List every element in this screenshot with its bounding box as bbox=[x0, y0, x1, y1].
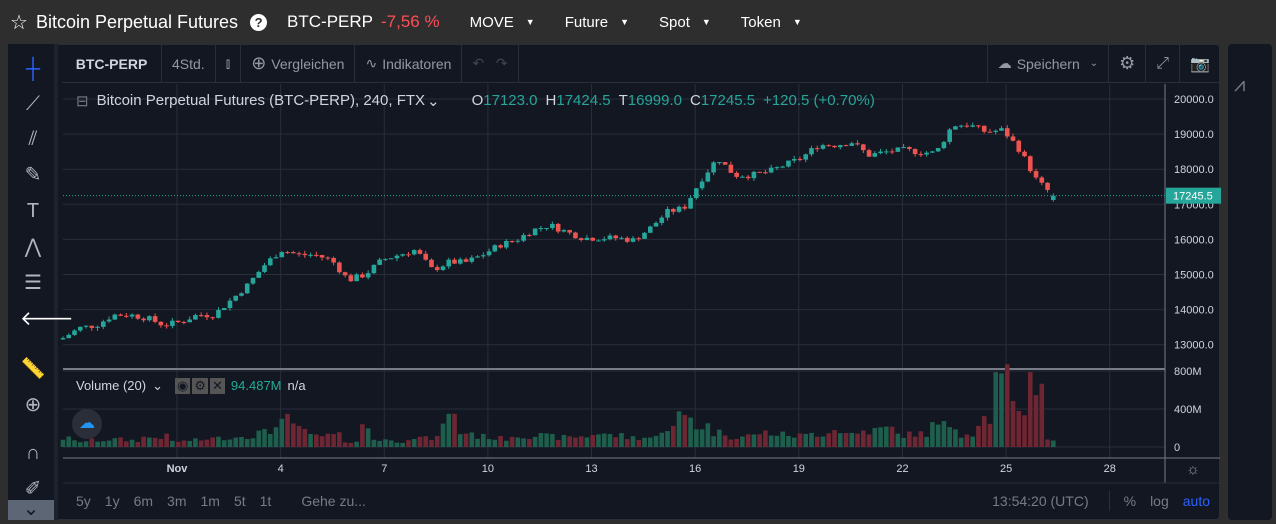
caret-down-icon: ▼ bbox=[701, 17, 711, 27]
menu-label: MOVE bbox=[469, 13, 514, 31]
cloud-icon: ☁ bbox=[997, 55, 1012, 71]
compare-button[interactable]: ⊕ Vergleichen bbox=[241, 44, 356, 83]
page-title: Bitcoin Perpetual Futures bbox=[35, 11, 239, 32]
header-bar: ☆ Bitcoin Perpetual Futures ? BTC-PERP -… bbox=[0, 0, 1276, 44]
bottom-bar: 5y 1y 6m 3m 1m 5t 1t Gehe zu... 13:54:20… bbox=[62, 484, 1220, 518]
brush-icon[interactable]: ✎ bbox=[24, 164, 42, 186]
volume-ma: n/a bbox=[287, 378, 306, 393]
volume-value: 94.487M bbox=[230, 378, 282, 393]
log-toggle[interactable]: log bbox=[1150, 493, 1169, 509]
ohlc-close: C17245.5 bbox=[690, 92, 756, 109]
ohlc-low: T16999.0 bbox=[618, 92, 682, 109]
lock-drawing-icon[interactable]: ✐ bbox=[24, 478, 42, 500]
prediction-icon[interactable]: ☰ bbox=[24, 272, 42, 294]
series-title[interactable]: Bitcoin Perpetual Futures (BTC-PERP), 24… bbox=[96, 92, 426, 109]
ohlc-open: O17123.0 bbox=[471, 92, 538, 109]
range-1m[interactable]: 1m bbox=[200, 493, 220, 509]
clock: 13:54:20 (UTC) bbox=[992, 493, 1089, 509]
ruler-icon[interactable]: 📏 bbox=[20, 358, 46, 380]
save-button[interactable]: ☁ Speichern ⌄ bbox=[986, 44, 1110, 83]
indicators-label: Indikatoren bbox=[382, 55, 452, 72]
chevron-down-icon[interactable]: ⌄ bbox=[427, 93, 440, 110]
caret-down-icon: ▼ bbox=[792, 17, 802, 27]
undo-redo: ↶ ↷ bbox=[462, 44, 519, 83]
collapse-chevron-icon[interactable]: ⌄ bbox=[8, 499, 54, 520]
logo-badge[interactable]: ☁ bbox=[72, 409, 102, 439]
symbol-button[interactable]: BTC-PERP bbox=[62, 44, 162, 83]
menu-label: Future bbox=[564, 13, 609, 31]
range-3m[interactable]: 3m bbox=[167, 493, 187, 509]
chevron-down-icon[interactable]: ⌄ bbox=[152, 378, 163, 393]
auto-toggle[interactable]: auto bbox=[1182, 493, 1210, 509]
menu-future[interactable]: Future ▼ bbox=[565, 14, 629, 31]
compare-label: Vergleichen bbox=[271, 55, 345, 72]
zoom-in-icon[interactable]: ⊕ bbox=[24, 394, 42, 416]
price-change: -7,56 % bbox=[381, 12, 440, 31]
indicators-icon: ∿ bbox=[365, 55, 378, 71]
legend-collapse-icon[interactable]: ⊟ bbox=[76, 93, 89, 110]
range-1y[interactable]: 1y bbox=[104, 493, 120, 509]
plus-circle-icon: ⊕ bbox=[251, 53, 267, 73]
ohlc-change: +120.5 (+0.70%) bbox=[763, 92, 875, 109]
favorite-star-icon[interactable]: ☆ bbox=[10, 11, 28, 34]
help-icon[interactable]: ? bbox=[250, 13, 268, 31]
percent-toggle[interactable]: % bbox=[1123, 493, 1137, 509]
redo-icon[interactable]: ↷ bbox=[495, 55, 508, 71]
ohlc-high: H17424.5 bbox=[545, 92, 611, 109]
indicators-button[interactable]: ∿ Indikatoren bbox=[355, 44, 463, 83]
menu-token[interactable]: Token ▼ bbox=[741, 14, 802, 31]
menu-move[interactable]: MOVE ▼ bbox=[470, 14, 535, 31]
menu-spot[interactable]: Spot ▼ bbox=[659, 14, 711, 31]
range-1t[interactable]: 1t bbox=[259, 493, 272, 509]
range-5t[interactable]: 5t bbox=[233, 493, 246, 509]
chevron-down-icon: ⌄ bbox=[1089, 58, 1099, 69]
candle-style-icon[interactable]: ⫾ bbox=[216, 44, 242, 83]
pattern-icon[interactable]: ⋀ bbox=[24, 236, 42, 258]
right-panel: ⩘ bbox=[1228, 44, 1272, 520]
close-icon[interactable]: ✕ bbox=[210, 378, 225, 394]
crosshair-icon[interactable]: ┼ bbox=[25, 58, 41, 80]
volume-legend: Volume (20) ⌄ ◉ ⚙ ✕ 94.487M n/a bbox=[76, 378, 306, 394]
interval-button[interactable]: 4Std. bbox=[162, 44, 216, 83]
drawing-toolbar: ┼ ⟋ ⫽ ✎ T ⋀ ☰ 🡐 📏 ⊕ ∩ ✐ ⌄ bbox=[8, 44, 74, 520]
menu-label: Token bbox=[740, 13, 781, 31]
text-tool-icon[interactable]: T bbox=[26, 200, 40, 222]
back-arrow-icon[interactable]: 🡐 bbox=[20, 308, 74, 330]
caret-down-icon: ▼ bbox=[525, 17, 535, 27]
settings-gear-icon[interactable]: ⚙ bbox=[1109, 44, 1147, 83]
eye-icon[interactable]: ◉ bbox=[175, 378, 191, 394]
caret-down-icon: ▼ bbox=[620, 17, 629, 27]
menu-label: Spot bbox=[659, 13, 690, 31]
chart-toolbar: BTC-PERP 4Std. ⫾ ⊕ Vergleichen ∿ Indikator… bbox=[62, 44, 1220, 83]
range-5y[interactable]: 5y bbox=[76, 493, 91, 509]
volume-title[interactable]: Volume (20) bbox=[76, 378, 147, 393]
fullscreen-icon[interactable]: ⤢ bbox=[1146, 44, 1181, 83]
settings-icon[interactable]: ⚙ bbox=[192, 378, 208, 394]
range-6m[interactable]: 6m bbox=[133, 493, 154, 509]
series-legend: ⊟ Bitcoin Perpetual Futures (BTC-PERP), … bbox=[76, 92, 875, 110]
undo-icon[interactable]: ↶ bbox=[472, 55, 485, 71]
chart-frame bbox=[8, 44, 1220, 520]
magnet-icon[interactable]: ∩ bbox=[25, 442, 41, 464]
save-label: Speichern bbox=[1016, 55, 1080, 72]
symbol-label: BTC-PERP bbox=[287, 12, 374, 31]
goto-button[interactable]: Gehe zu... bbox=[301, 493, 366, 509]
fib-tool-icon[interactable]: ⫽ bbox=[28, 128, 38, 150]
chevron-collapse-icon[interactable]: ⩘ bbox=[1234, 74, 1246, 96]
camera-icon[interactable]: 📷 bbox=[1190, 55, 1210, 73]
trend-line-icon[interactable]: ⟋ bbox=[26, 93, 40, 115]
